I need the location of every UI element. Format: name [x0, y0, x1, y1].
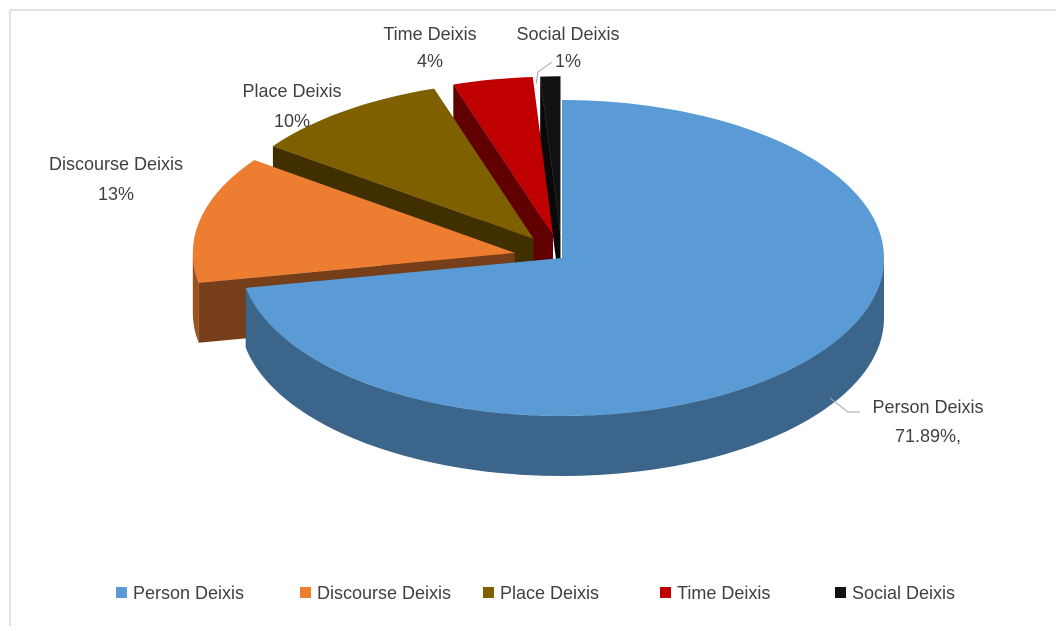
slice-group: [245, 100, 885, 476]
slice: [192, 160, 515, 283]
legend-label: Time Deixis: [677, 583, 770, 603]
data-label-name: Social Deixis: [516, 24, 619, 44]
data-label-value: 10%: [274, 111, 310, 131]
slice-wall: [192, 252, 199, 343]
legend-swatch: [660, 587, 671, 598]
leader-line: [829, 397, 860, 413]
legend-label: Person Deixis: [133, 583, 244, 603]
legend-label: Place Deixis: [500, 583, 599, 603]
data-label-value: 13%: [98, 184, 134, 204]
slice: [540, 76, 561, 235]
data-label-name: Discourse Deixis: [49, 154, 183, 174]
data-label-name: Place Deixis: [242, 81, 341, 101]
slice-group: [540, 76, 561, 295]
slice: [272, 88, 534, 239]
slice-wall: [245, 258, 885, 476]
legend-swatch: [300, 587, 311, 598]
chart-border: [9, 9, 1056, 626]
labels: Person Deixis 71.89%, Discourse Deixis 13% P…: [49, 24, 984, 446]
slice: [245, 100, 885, 416]
legend-label: Social Deixis: [852, 583, 955, 603]
legend-label: Discourse Deixis: [317, 583, 451, 603]
slice: [453, 77, 553, 235]
leader-line: [535, 61, 553, 85]
slice-side: [540, 76, 561, 295]
data-label-value: 1%: [555, 51, 581, 71]
data-label-name: Person Deixis: [872, 397, 983, 417]
data-label-name: Time Deixis: [383, 24, 476, 44]
data-label-value: 4%: [417, 51, 443, 71]
data-label-value: 71.89%,: [895, 426, 961, 446]
legend-swatch: [835, 587, 846, 598]
legend-swatch: [116, 587, 127, 598]
pie: [192, 76, 885, 476]
legend: Person Deixis Discourse Deixis Place Deixi…: [116, 583, 955, 603]
legend-swatch: [483, 587, 494, 598]
